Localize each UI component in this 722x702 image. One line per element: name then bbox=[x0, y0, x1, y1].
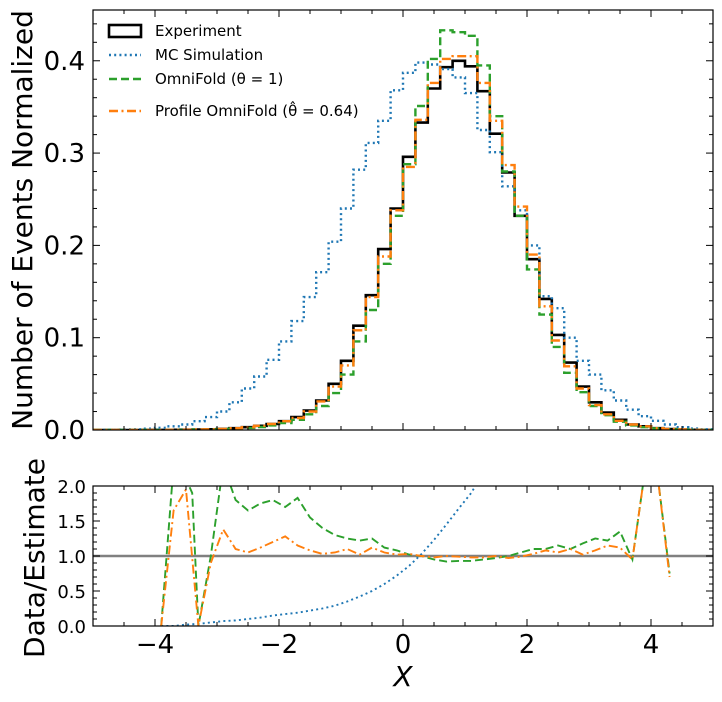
main-ytick-label: 0.0 bbox=[44, 416, 85, 446]
ratio-ytick-labels: 0.0 0.5 1.0 1.5 2.0 bbox=[57, 477, 86, 638]
ratio-plot-area bbox=[93, 486, 713, 626]
ratio-xtick-label: 2 bbox=[519, 630, 536, 660]
ratio-ytick-label: 2.0 bbox=[57, 477, 86, 498]
legend-handle bbox=[107, 23, 143, 39]
main-ytick-label: 0.2 bbox=[44, 231, 85, 261]
main-ytick-label: 0.4 bbox=[44, 47, 85, 77]
ratio-ytick-label: 0.0 bbox=[57, 617, 86, 638]
legend-label: Experiment bbox=[155, 22, 242, 40]
main-ticks bbox=[92, 10, 714, 431]
main-y-axis-label: Number of Events Normalized bbox=[6, 10, 39, 430]
main-ytick-label: 0.3 bbox=[44, 139, 85, 169]
ratio-xtick-label: −2 bbox=[260, 630, 298, 660]
main-series-3 bbox=[93, 55, 713, 430]
ratio-ytick-label: 1.0 bbox=[57, 547, 86, 568]
main-ytick-label: 0.1 bbox=[44, 324, 85, 354]
ratio-ytick-label: 1.5 bbox=[57, 512, 86, 533]
main-ytick-labels: 0.0 0.1 0.2 0.3 0.4 bbox=[44, 47, 85, 446]
ratio-xtick-label: −4 bbox=[136, 630, 174, 660]
ratio-series-1 bbox=[160, 486, 671, 626]
ratio-y-axis-label: Data/Estimate bbox=[18, 458, 51, 658]
ratio-series-0 bbox=[161, 486, 477, 626]
ratio-xtick-label: 0 bbox=[395, 630, 412, 660]
legend-label: OmniFold (θ = 1) bbox=[155, 70, 283, 88]
legend-label: Profile OmniFold (θ̂ = 0.64) bbox=[155, 100, 359, 120]
ratio-ticks bbox=[92, 485, 714, 627]
ratio-panel: 0.0 0.5 1.0 1.5 2.0 −4 −2 0 2 4 Data/Estimate X bbox=[18, 458, 714, 693]
legend: Experiment MC Simulation OmniFold (θ = 1) P… bbox=[107, 22, 359, 120]
legend-label: MC Simulation bbox=[155, 46, 263, 64]
ratio-xtick-label: 4 bbox=[643, 630, 660, 660]
ratio-ytick-label: 0.5 bbox=[57, 582, 86, 603]
x-axis-label: X bbox=[391, 660, 413, 693]
ratio-xtick-labels: −4 −2 0 2 4 bbox=[136, 630, 659, 660]
main-panel: 0.0 0.1 0.2 0.3 0.4 Number of Events Normali… bbox=[6, 9, 714, 446]
